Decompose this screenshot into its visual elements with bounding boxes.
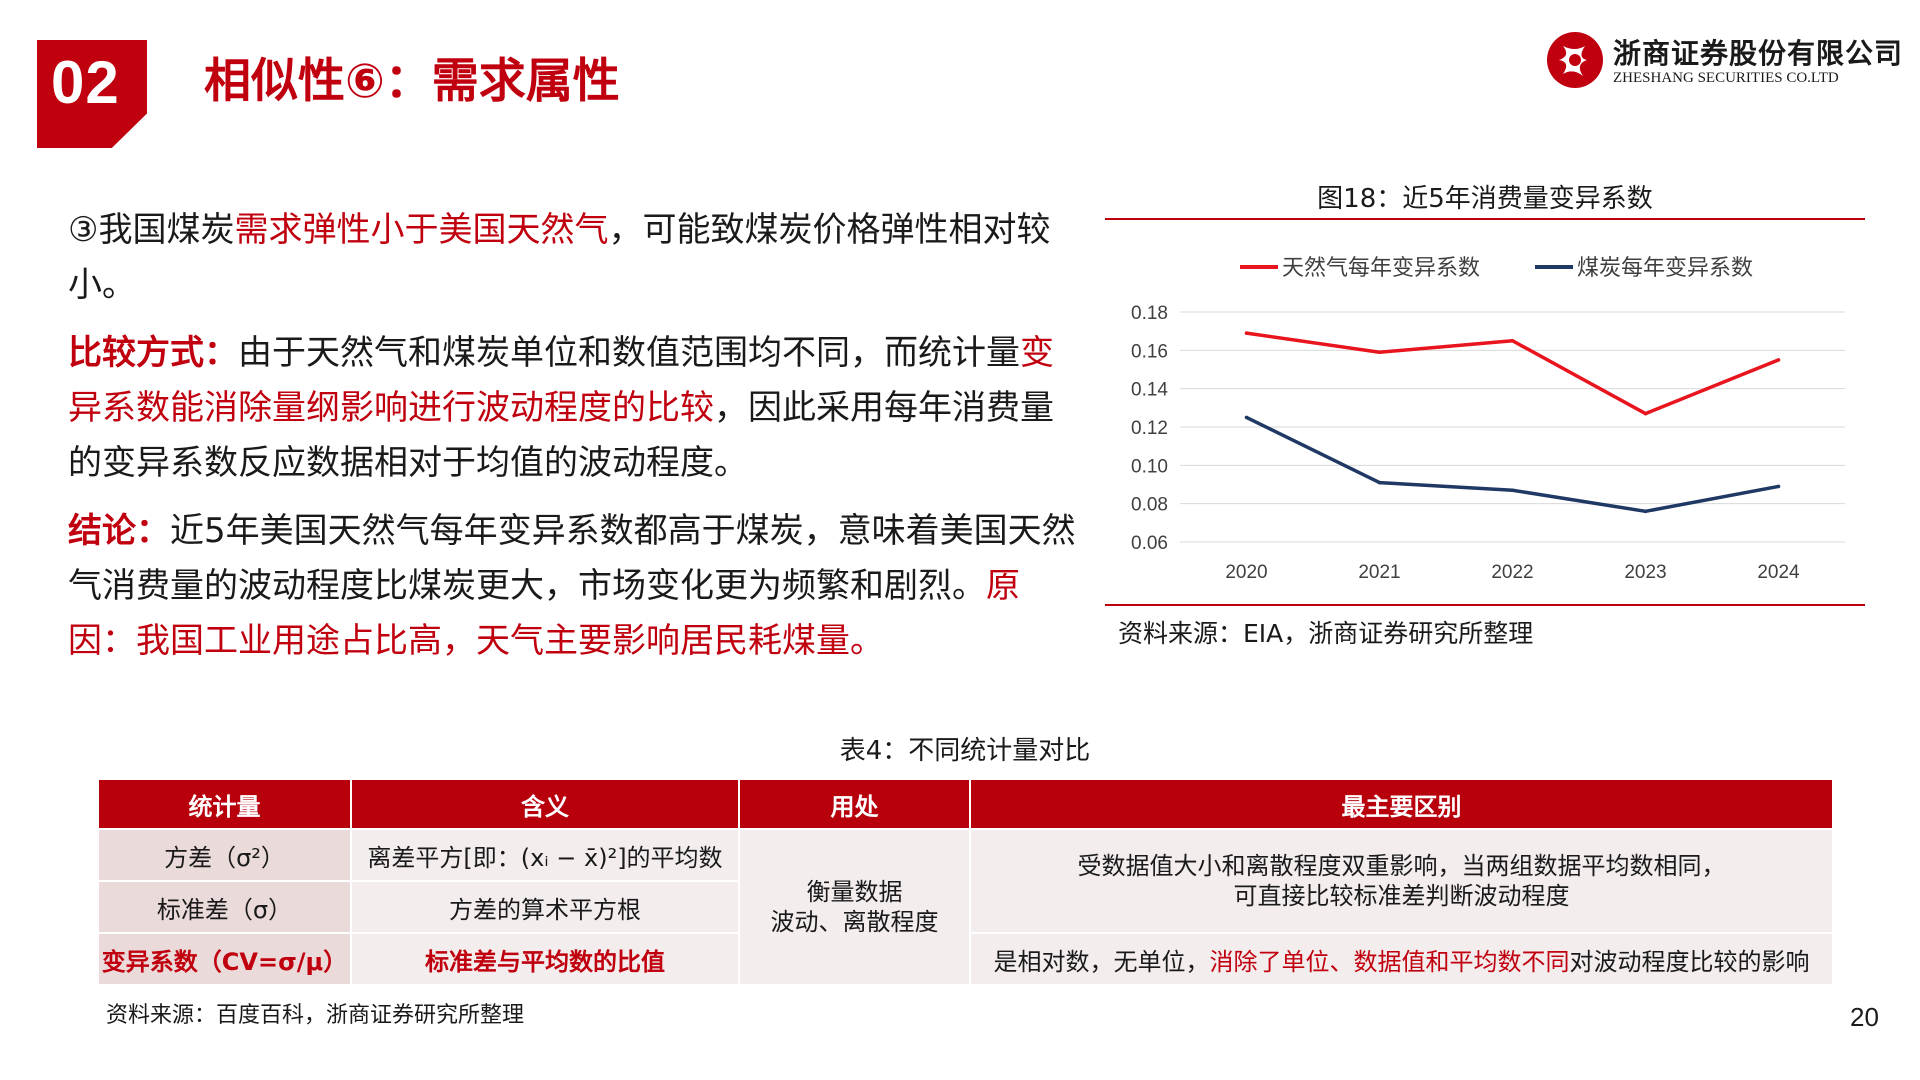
chart-source: 资料来源：EIA，浙商证券研究所整理: [1118, 619, 1534, 648]
cell-diff-top: 受数据值大小和离散程度双重影响，当两组数据平均数相同， 可直接比较标准差判断波动…: [969, 828, 1834, 934]
x-tick-label: 2022: [1491, 562, 1533, 583]
chart-title: 图18：近5年消费量变异系数: [1317, 184, 1653, 214]
table-source: 资料来源：百度百科，浙商证券研究所整理: [106, 1003, 525, 1028]
x-tick-label: 2021: [1358, 562, 1400, 583]
x-tick-label: 2020: [1225, 562, 1267, 583]
body-text: ③我国煤炭需求弹性小于美国天然气，可能致煤炭价格弹性相对较小。 比较方式：由于天…: [68, 203, 1078, 682]
y-tick-label: 0.12: [1131, 418, 1168, 439]
cell-cv-meaning: 标准差与平均数的比值: [350, 932, 740, 986]
x-tick-label: 2023: [1624, 562, 1666, 583]
header-difference: 最主要区别: [969, 778, 1834, 830]
label-comparison-method: 比较方式：: [68, 333, 238, 373]
table-row: 方差（σ²） 离差平方[即：(xᵢ − x̄)²]的平均数 衡量数据 波动、离散…: [97, 828, 1834, 986]
data-point: [1643, 411, 1648, 416]
data-point: [1510, 338, 1515, 343]
data-point: [1510, 488, 1515, 493]
y-tick-label: 0.14: [1131, 380, 1168, 401]
logo-english-name: ZHESHANG SECURITIES CO.LTD: [1613, 70, 1839, 86]
table-row: 标准差（σ） 方差的算术平方根: [97, 880, 1833, 934]
data-point: [1244, 415, 1249, 420]
highlight-elasticity: 需求弹性小于美国天然气: [234, 210, 609, 250]
cell-variance-meaning: 离差平方[即：(xᵢ − x̄)²]的平均数: [350, 828, 740, 882]
legend-label: 天然气每年变异系数: [1282, 255, 1480, 280]
page-number: 20: [1850, 1002, 1879, 1032]
y-tick-label: 0.06: [1131, 533, 1168, 554]
table-caption: 表4：不同统计量对比: [839, 736, 1091, 766]
highlight-reason: 原因：我国工业用途占比高，天气主要影响居民耗煤量。: [68, 566, 1020, 661]
cell-std-meaning: 方差的算术平方根: [350, 880, 740, 934]
header-usage: 用处: [738, 778, 971, 830]
company-logo: 浙商证券股份有限公司 ZHESHANG SECURITIES CO.LTD: [1545, 30, 1902, 92]
y-tick-label: 0.08: [1131, 495, 1168, 516]
header-meaning: 含义: [350, 778, 740, 830]
logo-chinese-name: 浙商证券股份有限公司: [1613, 37, 1904, 70]
chart-divider-top: [1105, 218, 1865, 220]
x-tick-label: 2024: [1757, 562, 1800, 583]
zheshang-logo-icon: [1547, 32, 1603, 88]
comparison-table: 统计量 含义 用处 最主要区别 方差（σ²） 离差平方[即：(xᵢ − x̄)²…: [97, 778, 1834, 986]
series-line-0: [1246, 331, 1780, 416]
y-tick-label: 0.16: [1131, 341, 1168, 362]
paragraph-comparison-method: 比较方式：由于天然气和煤炭单位和数值范围均不同，而统计量变异系数能消除量纲影响进…: [68, 333, 1054, 483]
cell-cv: 变异系数（CV=σ/μ）: [97, 932, 352, 986]
cell-diff-bottom: 是相对数，无单位，消除了单位、数据值和平均数不同对波动程度比较的影响: [969, 932, 1834, 986]
label-conclusion: 结论：: [68, 511, 170, 551]
line-chart: 0.06 0.08 0.10 0.12 0.14 0.16 0.18 2020 2021 2022…: [1131, 255, 1845, 583]
data-point: [1776, 484, 1781, 489]
data-point: [1377, 480, 1382, 485]
page-title: 相似性⑥：需求属性: [204, 54, 620, 109]
cell-usage: 衡量数据 波动、离散程度: [738, 828, 971, 986]
series-line-1: [1245, 415, 1779, 514]
cell-std: 标准差（σ）: [97, 880, 352, 934]
legend-label: 煤炭每年变异系数: [1577, 255, 1753, 280]
header-stat: 统计量: [97, 778, 352, 830]
y-tick-label: 0.10: [1131, 456, 1168, 477]
section-number: 02: [51, 49, 120, 116]
section-number-badge: 02: [37, 40, 147, 148]
table-header-row: 统计量 含义 用处 最主要区别: [97, 778, 1834, 830]
highlight-cv: 变异系数能消除量纲影响进行波动程度的比较: [68, 333, 1054, 428]
paragraph-demand-elasticity: ③我国煤炭需求弹性小于美国天然气，可能致煤炭价格弹性相对较小。: [68, 210, 1051, 305]
table-row: 变异系数（CV=σ/μ） 标准差与平均数的比值 是相对数，无单位，消除了单位、数…: [97, 932, 1834, 986]
data-point: [1776, 358, 1781, 362]
data-point: [1643, 509, 1648, 514]
data-point: [1377, 350, 1382, 355]
paragraph-conclusion: 结论：近5年美国天然气每年变异系数都高于煤炭，意味着美国天然气消费量的波动程度比…: [68, 511, 1076, 661]
y-tick-label: 0.18: [1131, 303, 1168, 324]
data-point: [1244, 331, 1249, 335]
cell-variance: 方差（σ²）: [97, 828, 352, 882]
chart-divider-bottom: [1105, 604, 1865, 606]
